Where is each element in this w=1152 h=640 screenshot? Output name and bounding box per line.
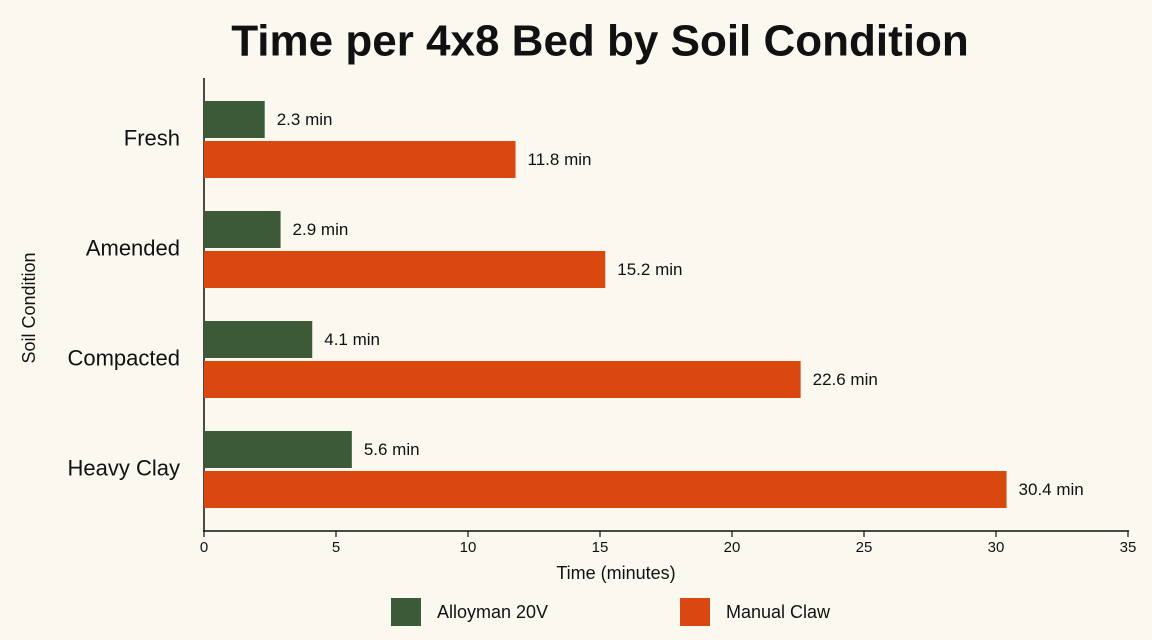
bar	[204, 471, 1007, 508]
y-tick-label: Fresh	[124, 125, 180, 150]
x-tick-label: 35	[1120, 539, 1137, 556]
bar	[204, 361, 801, 398]
y-tick-label: Compacted	[67, 345, 180, 370]
x-tick-label: 0	[200, 539, 208, 556]
value-label: 22.6 min	[813, 370, 878, 389]
x-tick-label: 10	[460, 539, 477, 556]
legend-swatch	[680, 598, 710, 626]
value-label: 11.8 min	[528, 150, 592, 169]
bar	[204, 101, 265, 138]
bar	[204, 251, 606, 288]
y-tick-label: Amended	[86, 235, 180, 260]
value-label: 2.3 min	[277, 110, 333, 129]
legend-swatch	[391, 598, 421, 626]
x-tick-label: 25	[856, 539, 873, 556]
x-tick-label: 20	[724, 539, 741, 556]
value-label: 4.1 min	[324, 330, 380, 349]
legend-label: Manual Claw	[726, 602, 831, 622]
bar	[204, 321, 313, 358]
y-axis-label: Soil Condition	[19, 252, 39, 363]
value-label: 2.9 min	[293, 220, 349, 239]
bar	[204, 211, 281, 248]
x-axis-label: Time (minutes)	[556, 563, 675, 583]
value-label: 5.6 min	[364, 440, 420, 459]
x-tick-label: 30	[988, 539, 1005, 556]
value-label: 15.2 min	[617, 260, 682, 279]
bar	[204, 141, 516, 178]
value-label: 30.4 min	[1019, 480, 1084, 499]
chart-title: Time per 4x8 Bed by Soil Condition	[231, 17, 969, 66]
y-tick-label: Heavy Clay	[68, 455, 180, 480]
x-tick-label: 15	[592, 539, 609, 556]
x-tick-label: 5	[332, 539, 340, 556]
legend-label: Alloyman 20V	[437, 602, 548, 622]
bar	[204, 431, 352, 468]
